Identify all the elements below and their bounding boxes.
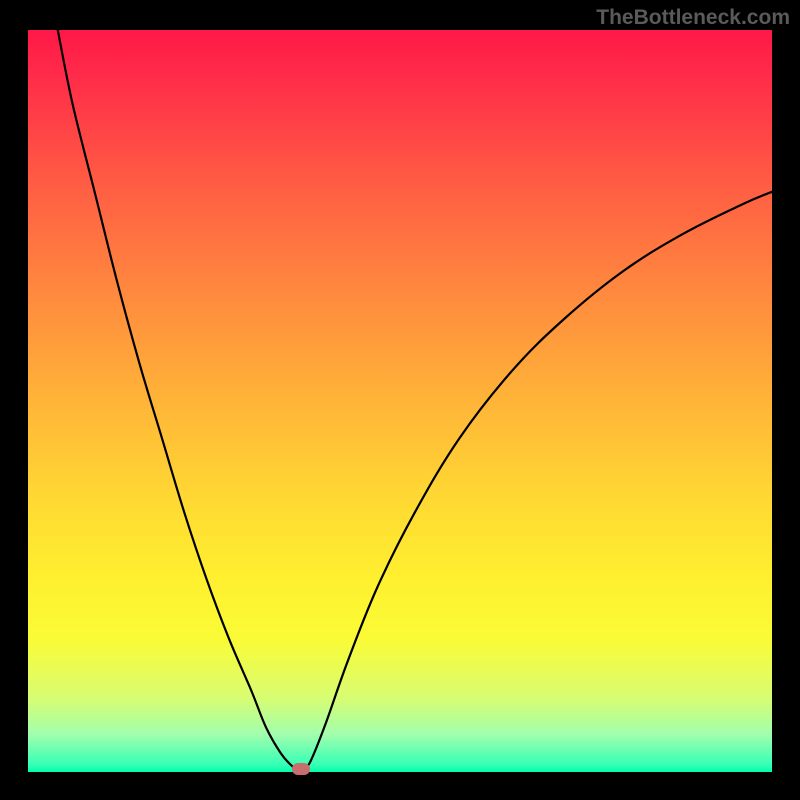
frame-right [772, 0, 800, 800]
frame-left [0, 0, 28, 800]
watermark-text: TheBottleneck.com [596, 6, 790, 30]
optimum-marker [292, 763, 310, 775]
chart-background-gradient [28, 30, 772, 772]
frame-bottom [0, 772, 800, 800]
